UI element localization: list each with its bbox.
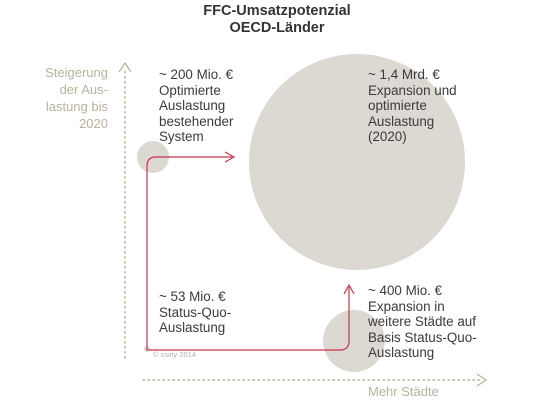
annotation-top-left: ~ 200 Mio. € Optimierte Auslastung beste…: [159, 67, 234, 144]
chart-title-line-2: OECD-Länder: [229, 20, 325, 36]
annotation-bottom-right: ~ 400 Mio. € Expansion in weitere Städte…: [368, 283, 477, 360]
annotation-bottom-left: ~ 53 Mio. € Status-Quo- Auslastung: [159, 289, 232, 335]
arrow-up-right: [146, 156, 232, 350]
copyright-note: © civity 2014: [153, 350, 197, 359]
arrow-up-right-head: [224, 151, 236, 163]
y-axis-label: Steigerung der Aus- lastung bis 2020: [45, 65, 108, 131]
arrow-right-up-head: [343, 283, 355, 295]
y-axis-arrowhead: [118, 61, 132, 73]
bubble-large: [249, 54, 465, 270]
arrow-right-up: [147, 287, 350, 351]
bubble-bottom-right: [323, 310, 385, 372]
x-axis-label: Mehr Städte: [368, 384, 439, 399]
x-axis-arrowhead: [476, 373, 488, 387]
chart-title-line-1: FFC-Umsatzpotenzial: [203, 3, 351, 19]
annotation-top-right: ~ 1,4 Mrd. € Expansion und optimierte Au…: [368, 67, 457, 144]
